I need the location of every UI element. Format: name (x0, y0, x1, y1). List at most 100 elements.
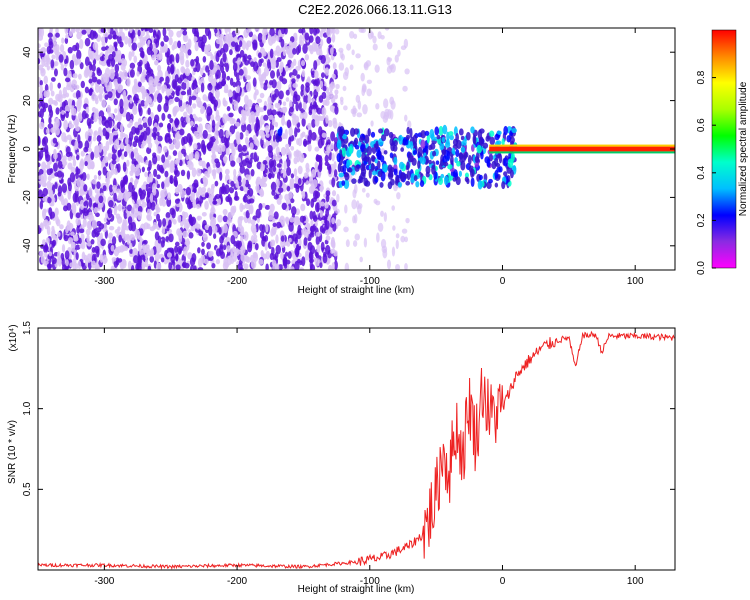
spectrogram-cell (117, 226, 121, 232)
spectrogram-cell (107, 34, 113, 40)
spectrogram-cell (75, 244, 81, 250)
spectrogram-cell (222, 43, 229, 53)
spectrogram-cell (141, 88, 147, 97)
spectrogram-cell (214, 139, 219, 145)
spectrogram-cell (44, 42, 49, 48)
spectrogram-cell (326, 36, 332, 44)
spectrogram-cell (107, 209, 111, 215)
spectrogram-cell (55, 107, 60, 115)
spectrogram-cell (367, 128, 371, 137)
spectrogram-cell (331, 217, 336, 225)
spectrogram-cell (397, 181, 402, 188)
spectrogram-cell (280, 38, 285, 48)
spectrogram-cell (193, 30, 200, 38)
spectrogram-cell (398, 134, 404, 145)
spectrogram-cell (51, 257, 57, 265)
spectrogram-cell (336, 219, 342, 227)
spectrogram-cell (203, 258, 209, 265)
spectrogram-cell (298, 238, 302, 247)
spectrogram-cell (207, 166, 212, 175)
spectrogram-cell (88, 187, 93, 197)
spectrogram-cell (290, 206, 297, 216)
spectrogram-cell (44, 252, 48, 258)
spectrogram-cell (238, 68, 244, 76)
spectrogram-cell (48, 117, 52, 124)
spectrogram-cell (116, 163, 121, 173)
spectrogram-cell (309, 28, 314, 35)
spectrogram-cell (65, 225, 69, 234)
spectrogram-cell (45, 154, 51, 162)
x-tick-label: -300 (94, 576, 114, 587)
spectrogram-cell (108, 225, 115, 231)
spectrogram-cell (295, 248, 300, 258)
spectrogram-cell (230, 234, 236, 245)
spectrogram-cell (156, 213, 161, 222)
spectrogram-cell (271, 246, 275, 256)
spectrogram-cell (242, 195, 248, 203)
spectrogram-cell (128, 242, 133, 250)
spectrogram-cell (203, 181, 207, 188)
spectrogram-cell (417, 160, 421, 169)
spectrogram-cell (348, 145, 353, 155)
spectrogram-cell (117, 149, 123, 157)
spectrogram-cell (298, 101, 302, 112)
spectrogram-cell (57, 231, 61, 237)
spectrogram-cell (157, 104, 162, 113)
spectrogram-cell (196, 215, 203, 221)
spectrogram-cell (89, 63, 93, 71)
spectrogram-cell (64, 77, 71, 83)
spectrogram-cell (223, 155, 228, 164)
spectrogram-cell (111, 257, 117, 262)
spectrogram-cell (137, 81, 142, 88)
spectrogram-cell (151, 132, 157, 138)
spectrogram-cell (80, 233, 85, 241)
spectrogram-cell (64, 250, 70, 260)
spectrogram-cell (503, 157, 508, 167)
spectrogram-cell (372, 43, 378, 51)
spectrogram-cell (336, 193, 340, 203)
spectrogram-cell (101, 46, 107, 52)
spectrogram-cell (215, 88, 220, 99)
spectrogram-cell (166, 28, 171, 32)
spectrogram-cell (41, 161, 47, 171)
spectrogram-cell (268, 150, 274, 158)
spectrogram-cell (189, 257, 196, 267)
spectrogram-cell (290, 173, 295, 179)
spectrogram-cell (53, 152, 58, 160)
colorbar-gradient (711, 29, 737, 269)
spectrogram-cell (96, 181, 101, 190)
snr-y-label: SNR (10 * v/v) (7, 420, 18, 484)
spectrogram-cell (286, 49, 292, 54)
spectrogram-cell (129, 69, 135, 78)
spectrogram-cell (40, 244, 45, 249)
colorbar-tick-label: 0.8 (696, 70, 707, 84)
spectrogram-cell (196, 203, 201, 209)
spectrogram-cell (313, 114, 319, 121)
spectrogram-cell (39, 108, 44, 119)
spectrogram-cell (67, 156, 72, 162)
spectrogram-cell (419, 180, 425, 188)
spectrogram-cell (215, 114, 221, 122)
spectrogram-cell (321, 132, 327, 138)
spectrogram-cell (222, 113, 228, 124)
y-tick-label: 20 (22, 95, 33, 107)
spectrogram-cell (326, 28, 332, 37)
spectrogram-cell (156, 174, 161, 180)
spectrogram-cell (244, 59, 250, 66)
spectrogram-cell (464, 151, 469, 158)
spectrogram-cell (219, 235, 224, 244)
spectrogram-cell (392, 225, 396, 231)
spectrogram-cell (249, 137, 253, 142)
spectrogram-cell (366, 79, 373, 85)
spectrogram-cell (253, 145, 258, 151)
spectrogram-cell (476, 145, 482, 154)
spectrogram-cell (425, 171, 430, 178)
spectrogram-cell (366, 145, 373, 156)
spectrogram-cell (98, 94, 103, 102)
spectrogram-cell (195, 223, 201, 230)
spectrogram-cell (470, 126, 475, 134)
spectrogram-cell (190, 126, 195, 132)
spectrogram-cell (45, 164, 51, 170)
spectrogram-cell (152, 154, 158, 165)
spectrogram-cell (133, 255, 139, 264)
